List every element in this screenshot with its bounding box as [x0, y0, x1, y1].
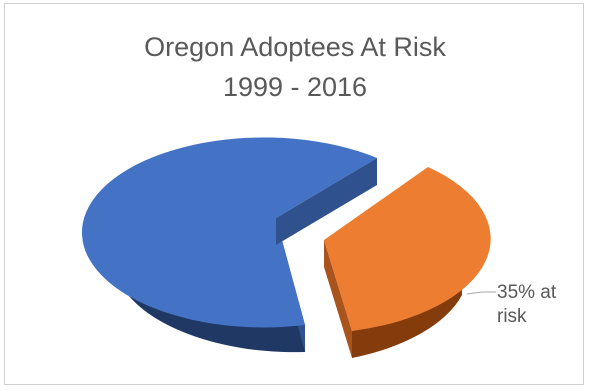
slice-edge-blue	[276, 158, 377, 245]
slice-top-orange	[324, 167, 491, 331]
chart-title-line-1: Oregon Adoptees At Risk	[144, 32, 446, 62]
chart-border	[4, 3, 584, 385]
data-label-orange-line-2: risk	[497, 306, 527, 327]
data-label-orange-line-1: 35% at	[497, 282, 557, 303]
slice-side-orange-left	[324, 240, 352, 358]
data-label-leader-line	[466, 291, 496, 295]
slice-top-blue	[81, 137, 377, 328]
chart-title-line-2: 1999 - 2016	[222, 72, 368, 102]
slice-side-orange	[352, 268, 462, 358]
slice-side-blue	[112, 208, 306, 353]
